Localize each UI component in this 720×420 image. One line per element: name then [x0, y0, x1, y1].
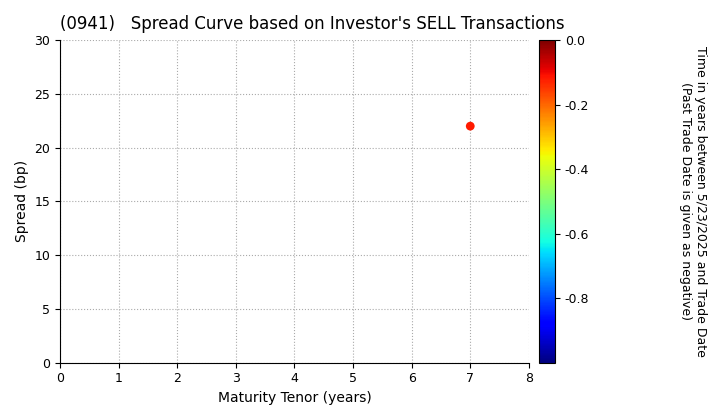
X-axis label: Maturity Tenor (years): Maturity Tenor (years): [217, 391, 372, 405]
Text: (0941)   Spread Curve based on Investor's SELL Transactions: (0941) Spread Curve based on Investor's …: [60, 15, 564, 33]
Y-axis label: Spread (bp): Spread (bp): [15, 160, 29, 242]
Y-axis label: Time in years between 5/23/2025 and Trade Date
(Past Trade Date is given as nega: Time in years between 5/23/2025 and Trad…: [680, 46, 707, 357]
Point: [464, 123, 476, 129]
